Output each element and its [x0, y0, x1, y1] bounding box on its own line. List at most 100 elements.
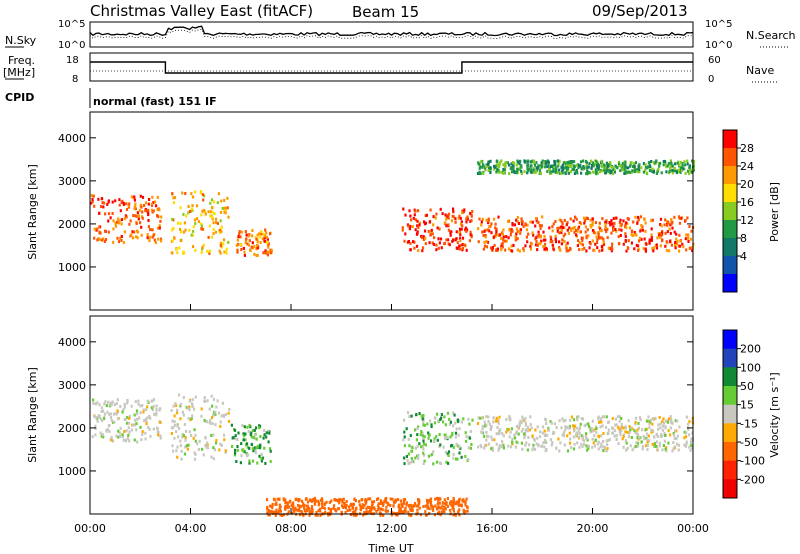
data-cell	[243, 253, 246, 257]
data-cell	[673, 162, 677, 166]
data-cell	[200, 222, 203, 226]
data-cell	[470, 443, 473, 446]
data-cell	[491, 448, 494, 452]
data-cell	[547, 163, 550, 167]
data-cell	[526, 167, 529, 171]
data-cell	[500, 248, 503, 252]
data-cell	[660, 432, 663, 436]
data-cell	[123, 430, 126, 433]
data-cell	[182, 413, 185, 417]
data-cell	[251, 447, 254, 451]
data-cell	[223, 250, 226, 254]
data-cell	[645, 419, 649, 423]
data-cell	[496, 426, 499, 429]
data-cell	[305, 497, 308, 501]
data-cell	[444, 213, 447, 217]
data-cell	[441, 212, 444, 216]
data-cell	[675, 171, 678, 174]
data-cell	[345, 503, 348, 507]
data-cell	[522, 224, 525, 228]
data-cell	[352, 506, 355, 510]
data-cell	[516, 168, 519, 172]
data-cell	[591, 445, 594, 449]
data-cell	[468, 422, 471, 426]
data-cell	[319, 509, 322, 513]
data-cell	[426, 422, 429, 426]
data-cell	[572, 435, 575, 439]
data-cell	[280, 514, 284, 517]
data-cell	[550, 421, 553, 425]
data-cell	[678, 425, 681, 429]
data-cell	[590, 167, 593, 170]
velocity-ylabel: Slant Range [km]	[26, 367, 39, 463]
data-cell	[96, 238, 99, 242]
data-cell	[689, 237, 692, 241]
data-cell	[625, 166, 628, 170]
data-cell	[522, 249, 525, 253]
data-cell	[187, 443, 190, 447]
data-cell	[662, 417, 665, 421]
data-cell	[429, 497, 433, 501]
data-cell	[256, 246, 259, 250]
data-cell	[582, 159, 585, 163]
data-cell	[585, 236, 588, 240]
data-cell	[422, 442, 426, 446]
data-cell	[568, 164, 571, 168]
data-cell	[526, 448, 529, 452]
data-cell	[213, 448, 216, 452]
data-cell	[451, 433, 454, 437]
data-cell	[194, 433, 197, 437]
data-cell	[608, 221, 611, 224]
data-cell	[500, 246, 503, 250]
data-cell	[524, 417, 527, 420]
data-cell	[569, 441, 572, 445]
data-cell	[607, 421, 610, 424]
data-cell	[578, 248, 581, 252]
data-cell	[565, 243, 568, 247]
data-cell	[254, 451, 257, 455]
data-cell	[482, 171, 485, 175]
data-cell	[544, 440, 547, 444]
data-cell	[509, 167, 512, 171]
data-cell	[492, 235, 496, 239]
colorbar-frame	[722, 329, 738, 499]
data-cell	[584, 159, 588, 163]
data-cell	[245, 239, 248, 242]
data-cell	[106, 410, 109, 414]
data-cell	[269, 232, 272, 236]
data-cell	[585, 165, 588, 169]
data-cell	[460, 420, 463, 424]
data-cell	[236, 238, 239, 242]
data-cell	[620, 166, 623, 170]
data-cell	[542, 238, 545, 242]
data-cell	[430, 453, 434, 457]
data-cell	[134, 214, 137, 218]
data-cell	[458, 227, 462, 231]
data-cell	[191, 414, 194, 418]
data-cell	[525, 441, 528, 445]
data-cell	[313, 502, 316, 506]
data-cell	[481, 416, 484, 420]
data-cell	[255, 437, 258, 441]
data-cell	[187, 205, 190, 208]
data-cell	[592, 231, 596, 235]
data-cell	[402, 207, 405, 211]
data-cell	[366, 505, 369, 509]
data-cell	[673, 437, 676, 440]
data-cell	[250, 245, 253, 249]
data-cell	[419, 513, 422, 517]
data-cell	[510, 244, 513, 248]
data-cell	[576, 441, 579, 445]
data-cell	[594, 168, 597, 172]
data-cell	[477, 416, 480, 420]
data-cell	[666, 241, 669, 245]
data-cell	[629, 428, 632, 432]
data-cell	[98, 211, 101, 215]
data-cell	[569, 418, 572, 422]
data-cell	[551, 243, 554, 247]
data-cell	[635, 243, 638, 247]
xtick-label: 00:00	[677, 522, 709, 535]
data-cell	[495, 230, 498, 234]
data-cell	[424, 237, 427, 241]
data-cell	[320, 502, 323, 506]
